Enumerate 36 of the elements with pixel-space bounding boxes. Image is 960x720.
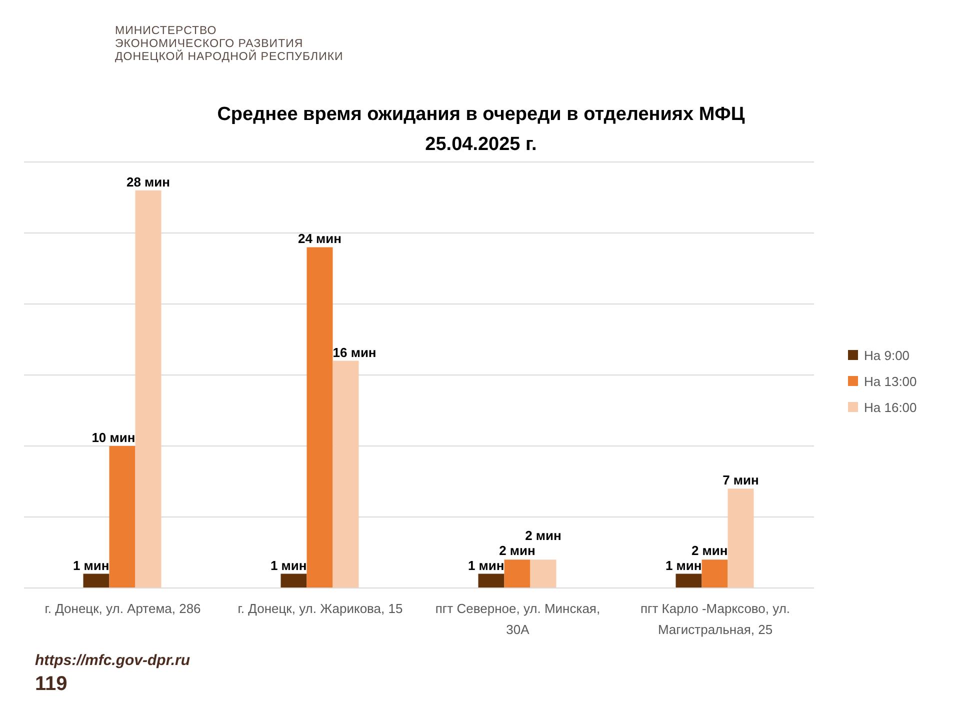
data-label: 1 мин	[468, 558, 504, 573]
bar	[109, 446, 136, 588]
legend-label: На 13:00	[864, 374, 917, 388]
text: 119	[35, 673, 68, 696]
chart-title: Среднее время ожидания в очереди в отделениях МФЦ	[216, 103, 746, 127]
bar	[135, 190, 162, 588]
text: https://mfc.gov-dpr.ru	[35, 652, 190, 669]
data-label: 2 мин	[499, 542, 536, 558]
legend-label: На 16:00	[864, 400, 917, 414]
bar	[306, 247, 333, 588]
bar	[728, 488, 754, 588]
x-tick-label: г. Донецк, ул. Жарикова, 15	[238, 601, 403, 616]
legend-label: На 9:00	[864, 348, 910, 362]
data-label: 10 мин	[92, 430, 136, 445]
text: МИНИСТЕРСТВО ЭКОНОМИЧЕСКОГО РАЗВИТИЯ ДОНЕЦКОЙ НАРОДНОЙ РЕСПУБЛИКИ	[115, 25, 344, 64]
data-label: 2 мин	[525, 528, 562, 543]
bar	[702, 560, 728, 588]
bar	[478, 574, 504, 588]
bar	[83, 574, 110, 588]
bar	[530, 560, 556, 588]
x-tick-label: г. Донецк, ул. Артема, 286	[44, 601, 201, 616]
data-label: 1 мин	[270, 558, 307, 573]
data-label: 16 мин	[332, 344, 376, 360]
data-label: 2 мин	[691, 542, 728, 558]
data-label: 24 мин	[298, 231, 342, 246]
data-label: 1 мин	[72, 558, 110, 573]
bar	[332, 360, 359, 588]
bar	[280, 574, 307, 588]
data-label: 28 мин	[126, 174, 170, 190]
data-label: 1 мин	[665, 558, 702, 573]
x-tick-label: пгт Карло -Марксово, ул. Магистральная, 25	[640, 601, 790, 638]
bar	[676, 574, 702, 588]
chart-subtitle: 25.04.2025 г.	[424, 133, 538, 157]
x-tick-label: пгт Северное, ул. Минская, 30А	[435, 601, 600, 638]
data-label: 7 мин	[722, 472, 759, 488]
bar	[504, 560, 530, 588]
